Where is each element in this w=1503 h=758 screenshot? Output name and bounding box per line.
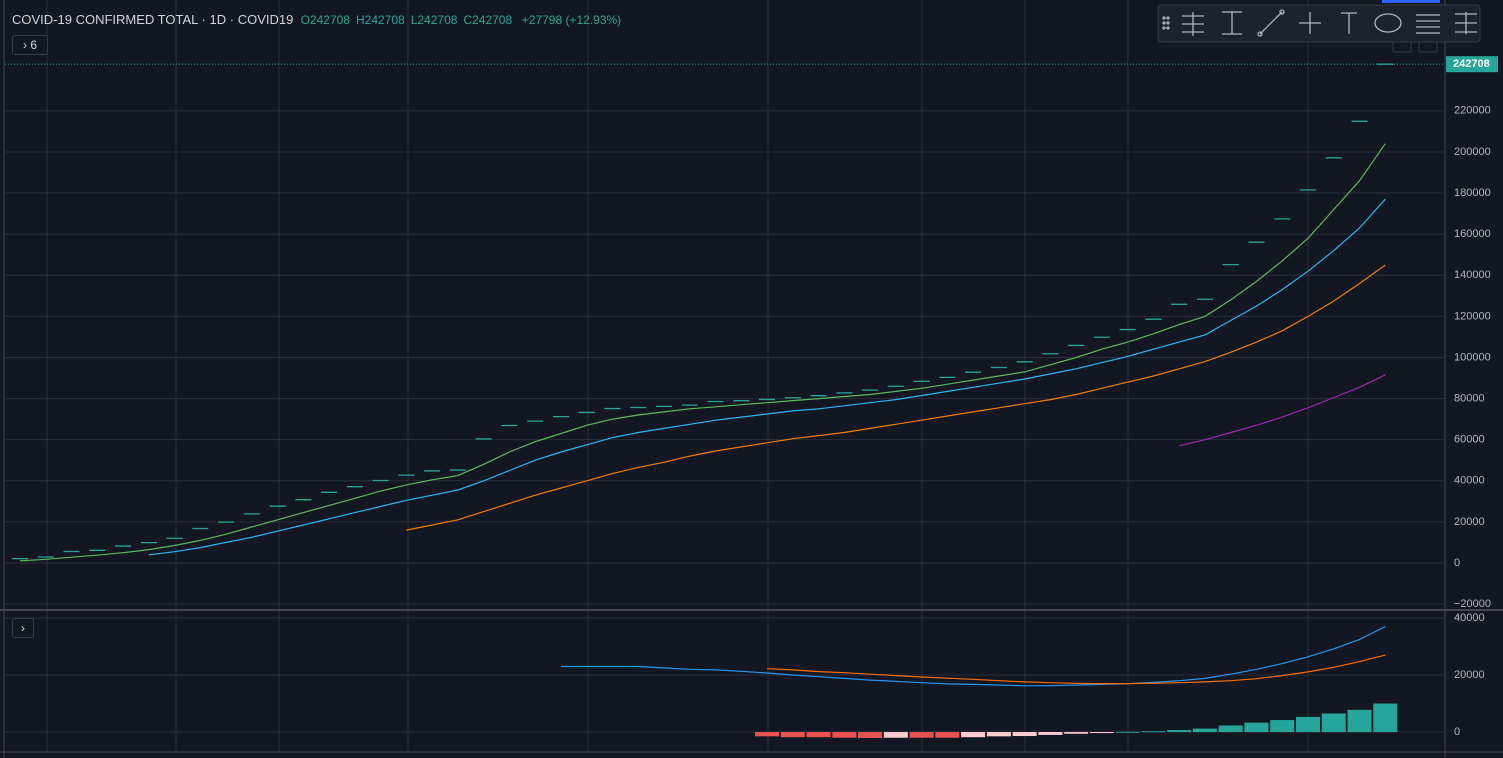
histogram-bar (883, 732, 908, 738)
histogram-bar (832, 732, 857, 738)
y-tick-label: 160000 (1454, 228, 1491, 240)
y-tick-label: 40000 (1454, 475, 1485, 487)
legend-header: COVID-19 CONFIRMED TOTAL · 1D · COVID19 … (12, 12, 621, 27)
indicator-line (406, 264, 1386, 531)
histogram-bar (1115, 731, 1140, 733)
histogram-bar (986, 732, 1011, 737)
indicator-count: 6 (30, 38, 38, 52)
y-tick-label: 0 (1454, 557, 1460, 569)
time-grid (46, 0, 1309, 752)
y-tick-label: 120000 (1454, 310, 1491, 322)
ohlc-values: O242708 H242708 L242708 C242708 (301, 13, 519, 27)
histogram-bar (858, 732, 883, 739)
symbol: COVID-19 CONFIRMED TOTAL (12, 12, 198, 27)
ohlc-label: H (355, 13, 365, 27)
ohlc-value: 242708 (417, 13, 458, 27)
change: +27798 (+12.93%) (521, 13, 622, 27)
histogram-bar (1244, 722, 1269, 733)
histogram-bar (1064, 732, 1089, 734)
indicator-line (148, 198, 1386, 556)
histogram-bar (1038, 732, 1063, 735)
y-tick-label: 100000 (1454, 351, 1491, 363)
indicator-line (561, 625, 1386, 687)
ohlc-value: 242708 (364, 13, 405, 27)
histogram-bar (909, 732, 934, 738)
y-tick-label: 40000 (1454, 612, 1485, 624)
source: COVID19 (237, 12, 294, 27)
histogram-bar (1296, 716, 1320, 733)
y-tick-label: 200000 (1454, 146, 1491, 158)
y-tick-label: 80000 (1454, 392, 1485, 404)
histogram-bar (961, 732, 986, 738)
pane: −20000 0 20000 40000 60000 80000 100000 120000 1… (5, 56, 1498, 610)
drawing-toolbar[interactable] (1157, 4, 1481, 43)
tab-indicator (1382, 0, 1440, 3)
histogram-bar (1347, 709, 1372, 733)
y-tick-label: 0 (1454, 726, 1460, 738)
histogram-bar (1012, 732, 1037, 737)
collapse-indicators[interactable]: › 6 (12, 35, 48, 55)
indicator-line (1179, 374, 1386, 447)
ohlc-label: C (463, 13, 473, 27)
histogram-bar (1321, 713, 1346, 733)
histogram-bar (1218, 725, 1243, 733)
price-label-box (1446, 56, 1498, 73)
histogram-bar (935, 732, 960, 738)
histogram-bar (780, 732, 805, 738)
histogram-bar (1192, 728, 1217, 733)
y-tick-label: 140000 (1454, 269, 1491, 281)
histogram-bar (755, 732, 780, 737)
separator: · (229, 12, 235, 27)
indicator-line (19, 143, 1386, 562)
histogram-bar (1167, 730, 1192, 733)
y-tick-label: 220000 (1454, 105, 1491, 117)
y-tick-label: 20000 (1454, 669, 1485, 681)
interval: 1D (209, 12, 227, 27)
y-tick-label: −20000 (1454, 598, 1491, 610)
histogram-bar (806, 732, 831, 738)
price-label: 242708 (1453, 58, 1490, 70)
histogram-bar (1270, 720, 1295, 733)
separator: · (201, 12, 206, 27)
collapse-pane[interactable]: › (12, 618, 34, 638)
y-tick-label: 180000 (1454, 187, 1491, 199)
ohlc-label: L (410, 13, 418, 27)
histogram-bar (1373, 703, 1398, 733)
ohlc-value: 242708 (472, 13, 513, 27)
indicator-line (766, 654, 1386, 685)
histogram-bar (1089, 732, 1114, 734)
y-tick-label: 20000 (1454, 516, 1485, 528)
pane: 0 20000 40000 (5, 612, 1485, 739)
histogram-bar (1141, 731, 1166, 733)
ohlc-value: 242708 (309, 13, 350, 27)
y-tick-label: 60000 (1454, 434, 1485, 446)
ohlc-label: O (300, 13, 310, 27)
